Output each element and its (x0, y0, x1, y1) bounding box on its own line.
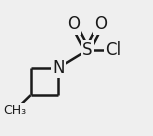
Text: S: S (82, 41, 92, 59)
Text: Cl: Cl (105, 41, 121, 59)
Text: N: N (52, 59, 64, 77)
Text: O: O (67, 16, 80, 33)
Text: O: O (95, 16, 107, 33)
Text: CH₃: CH₃ (4, 104, 27, 117)
